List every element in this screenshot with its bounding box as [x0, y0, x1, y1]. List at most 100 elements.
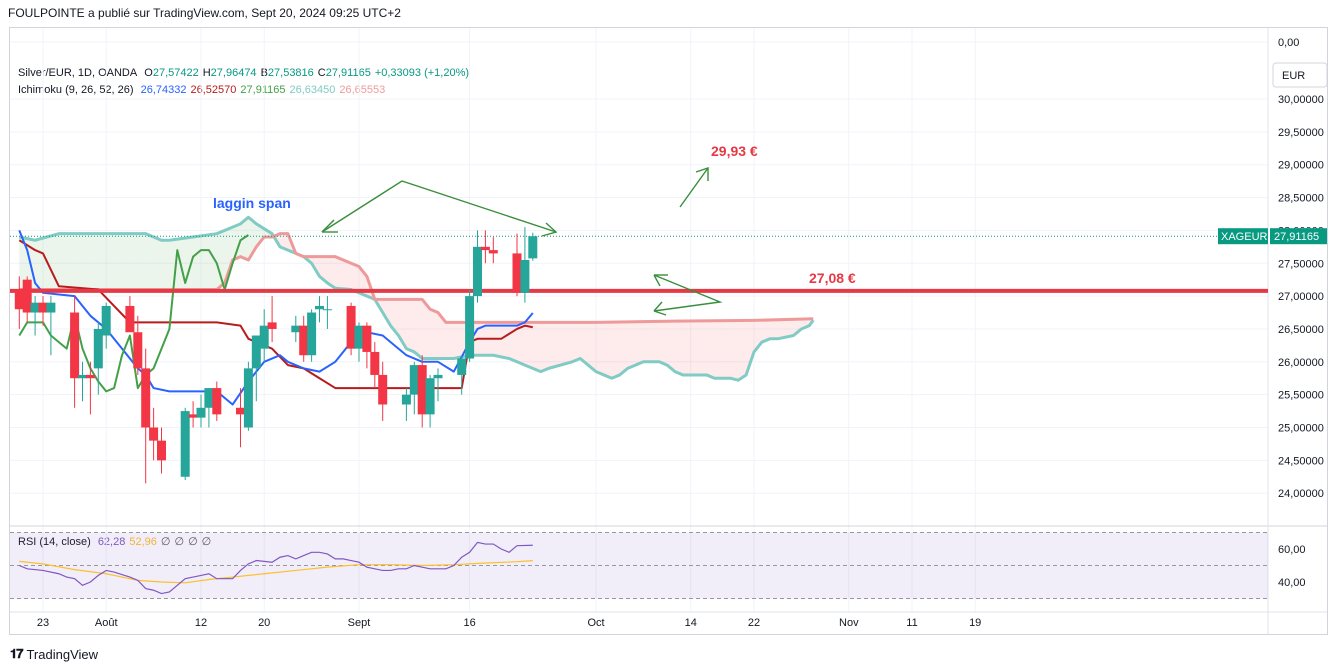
cloud-fill — [428, 306, 431, 359]
cloud-fill — [724, 320, 727, 379]
candle-body — [512, 253, 522, 293]
cloud-fill — [505, 322, 508, 359]
cloud-fill — [325, 256, 328, 283]
candle-body — [480, 246, 490, 251]
cloud-fill — [461, 322, 464, 357]
rsi-value: ∅ — [188, 536, 198, 548]
cloud-fill — [400, 299, 403, 343]
cloud-fill — [588, 322, 591, 367]
candle-body — [196, 407, 206, 418]
candle-body — [212, 388, 222, 415]
candle-body — [354, 325, 364, 349]
cloud-fill — [738, 320, 741, 381]
cloud-fill — [165, 240, 168, 290]
cloud-fill — [86, 233, 89, 290]
cloud-fill — [730, 320, 733, 379]
candle-body — [267, 322, 277, 329]
price-axis-label: 27,50000 — [1278, 258, 1324, 270]
cloud-fill — [157, 238, 160, 290]
cloud-fill — [639, 321, 642, 364]
cloud-fill — [404, 299, 407, 349]
cloud-fill — [777, 319, 780, 339]
cloud-fill — [457, 322, 460, 358]
cloud-fill — [74, 233, 77, 290]
cloud-fill — [734, 320, 737, 380]
currency-button[interactable] — [1272, 62, 1328, 88]
chikou-line — [18, 234, 249, 393]
cloud-fill — [752, 320, 754, 358]
cloud-fill — [676, 321, 679, 374]
arrow-line — [321, 180, 557, 233]
cloud-fill — [694, 320, 697, 375]
cloud-fill — [613, 322, 616, 378]
cloud-fill — [590, 322, 593, 369]
cloud-fill — [129, 233, 132, 290]
symbol-legend[interactable]: Silver/EUR, 1D, OANDA O27,57422 H27,96474… — [18, 67, 477, 79]
cloud-fill — [714, 320, 717, 379]
cloud-fill — [48, 235, 51, 290]
price-axis-label: 29,00000 — [1278, 160, 1324, 172]
cloud-fill — [280, 233, 282, 248]
symbol-title: Silver/EUR, 1D, OANDA — [18, 67, 138, 79]
rsi-legend[interactable]: RSI (14, close) 62,2852,96∅∅∅∅ — [18, 535, 219, 548]
ohlc-item: C27,91165 — [317, 67, 371, 79]
time-axis-label: Oct — [587, 617, 604, 629]
cloud-fill — [761, 320, 764, 343]
cloud-fill — [572, 322, 575, 362]
cloud-fill — [341, 259, 344, 289]
arrow-head — [695, 167, 709, 181]
cloud-fill — [509, 322, 512, 360]
cloud-fill — [439, 314, 442, 359]
cloud-fill — [127, 233, 130, 290]
candle-body — [78, 374, 87, 379]
cloud-fill — [526, 322, 529, 367]
cloud-fill — [360, 268, 363, 295]
cloud-fill — [161, 240, 164, 290]
cloud-fill — [754, 320, 756, 352]
cloud-fill — [445, 322, 448, 359]
candle-body — [488, 250, 498, 254]
cloud-fill — [208, 234, 211, 290]
cloud-fill — [712, 320, 715, 379]
ichimoku-legend[interactable]: Ichimoku (9, 26, 52, 26) 26,74332 26,5257… — [18, 84, 393, 96]
cloud-fill — [641, 321, 644, 363]
candle-body — [30, 302, 40, 313]
cloud-fill — [258, 225, 261, 245]
cloud-fill — [744, 320, 747, 377]
cloud-fill — [331, 256, 334, 287]
cloud-fill — [570, 322, 573, 363]
cloud-fill — [169, 239, 172, 290]
candle-body — [125, 305, 135, 333]
price-axis-label: 29,50000 — [1278, 127, 1324, 139]
time-axis-label: 16 — [463, 617, 475, 629]
arrow-head — [541, 222, 558, 237]
rsi-value: 62,28 — [98, 536, 126, 548]
cloud-fill — [60, 233, 63, 290]
ohlc-item: +0,33093 (+1,20%) — [374, 67, 470, 79]
rsi-title: RSI (14, close) — [18, 536, 91, 548]
cloud-fill — [283, 233, 286, 250]
cloud-fill — [688, 320, 691, 375]
footer[interactable]: 𝟏𝟕 TradingView — [10, 646, 98, 662]
cloud-fill — [357, 265, 359, 293]
cloud-fill — [580, 322, 583, 361]
price-axis-label: 26,50000 — [1278, 324, 1324, 336]
cloud-fill — [147, 234, 150, 290]
cloud-fill — [746, 320, 749, 375]
price-axis-label: 30,00000 — [1278, 94, 1324, 106]
cloud-fill — [90, 233, 93, 290]
cloud-fill — [629, 321, 632, 368]
cloud-fill — [546, 322, 549, 370]
cloud-fill — [335, 256, 338, 289]
cloud-fill — [353, 264, 356, 292]
cloud-fill — [351, 263, 354, 291]
footer-brand: TradingView — [26, 646, 99, 662]
cloud-fill — [345, 260, 348, 290]
cloud-fill — [528, 322, 531, 368]
cloud-fill — [651, 321, 654, 362]
cloud-fill — [584, 322, 587, 364]
cloud-fill — [149, 235, 152, 290]
cloud-fill — [550, 322, 553, 368]
cloud-fill — [562, 322, 565, 365]
